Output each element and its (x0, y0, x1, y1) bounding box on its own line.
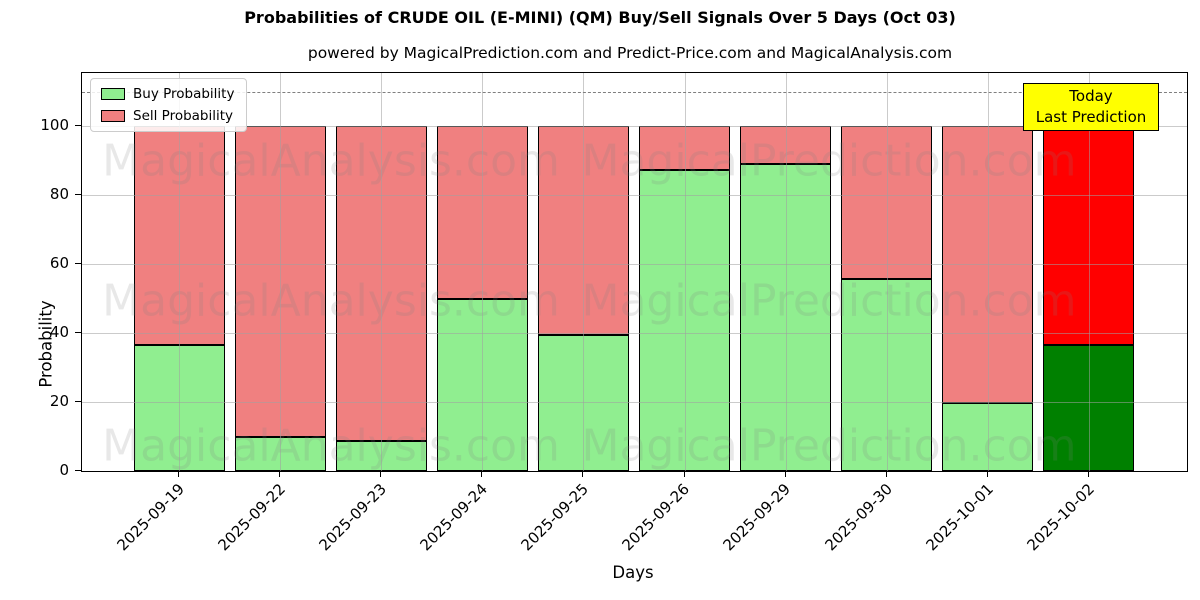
dashed-reference-line (82, 91, 1187, 93)
y-tick-label: 60 (49, 254, 69, 272)
x-tick-mark (279, 471, 281, 477)
y-axis-label: Probability (36, 300, 56, 388)
x-tick-label-text: 2025-09-29 (719, 480, 795, 555)
horizontal-gridline (82, 333, 1187, 334)
vertical-gridline (684, 73, 686, 471)
sell-swatch-icon (101, 110, 125, 122)
vertical-gridline (987, 73, 989, 471)
vertical-gridline (583, 73, 585, 471)
x-tick-mark (784, 471, 786, 477)
watermark-text: MagicalPrediction.com (581, 275, 1077, 327)
y-tick-label: 80 (49, 185, 69, 203)
x-tick-label-text: 2025-09-19 (113, 480, 188, 555)
watermark-text: MagicalAnalysis.com (102, 135, 560, 187)
horizontal-gridline (82, 195, 1187, 196)
today-annotation-line1: Today (1069, 87, 1113, 105)
vertical-gridline (482, 73, 484, 471)
today-annotation: Today Last Prediction (1023, 83, 1159, 131)
x-tick-mark (885, 471, 887, 477)
vertical-gridline (1088, 73, 1090, 471)
x-tick-mark (178, 471, 179, 477)
x-tick-mark (683, 471, 685, 477)
horizontal-gridline (82, 402, 1187, 403)
x-tick-mark (1087, 471, 1089, 477)
x-tick-mark (986, 471, 988, 477)
chart-subtitle: powered by MagicalPrediction.com and Pre… (307, 44, 953, 62)
x-tick-label-text: 2025-09-25 (517, 480, 593, 555)
x-tick-mark (481, 471, 483, 477)
y-tick-label: 100 (40, 116, 69, 134)
vertical-gridline (886, 73, 888, 471)
today-annotation-line2: Last Prediction (1035, 108, 1147, 126)
x-tick-label-text: 2025-09-30 (821, 480, 896, 555)
watermark-text: MagicalPrediction.com (581, 420, 1077, 472)
x-tick-label-text: 2025-09-24 (416, 480, 492, 555)
legend-label-buy: Buy Probability (133, 86, 235, 102)
x-tick-label-text: 2025-09-23 (315, 480, 390, 555)
y-tick-mark (75, 125, 81, 126)
vertical-gridline (179, 73, 180, 471)
watermark-text: MagicalPrediction.com (581, 135, 1077, 187)
x-tick-label-text: 2025-10-01 (922, 480, 997, 555)
y-tick-mark (75, 470, 81, 471)
watermark-text: MagicalAnalysis.com (102, 275, 560, 327)
horizontal-gridline (82, 264, 1187, 265)
legend-item-sell: Sell Probability (101, 108, 234, 124)
y-tick-label: 40 (49, 323, 69, 341)
vertical-gridline (381, 73, 383, 471)
buy-swatch-icon (101, 88, 125, 100)
legend-item-buy: Buy Probability (101, 86, 234, 102)
y-tick-mark (75, 401, 81, 402)
legend: Buy Probability Sell Probability (90, 78, 248, 132)
y-tick-label: 20 (49, 392, 69, 410)
x-tick-mark (582, 471, 584, 477)
vertical-gridline (785, 73, 787, 471)
chart-title: Probabilities of CRUDE OIL (E-MINI) (QM)… (244, 8, 956, 27)
x-tick-mark (380, 471, 382, 477)
x-tick-label-text: 2025-09-26 (618, 480, 694, 555)
vertical-gridline (280, 73, 282, 471)
y-tick-mark (75, 332, 81, 333)
horizontal-gridline (82, 126, 1187, 127)
x-axis-label: Days (612, 563, 654, 582)
y-tick-label: 0 (59, 461, 69, 479)
y-tick-mark (75, 263, 81, 264)
plot-area: Probability Buy Probability Sell Probabi… (37, 72, 1188, 472)
y-tick-mark (75, 194, 81, 195)
watermark-text: MagicalAnalysis.com (102, 420, 560, 472)
legend-label-sell: Sell Probability (133, 108, 234, 124)
x-tick-label-text: 2025-09-22 (214, 480, 289, 555)
x-tick-label-text: 2025-10-02 (1023, 480, 1098, 555)
